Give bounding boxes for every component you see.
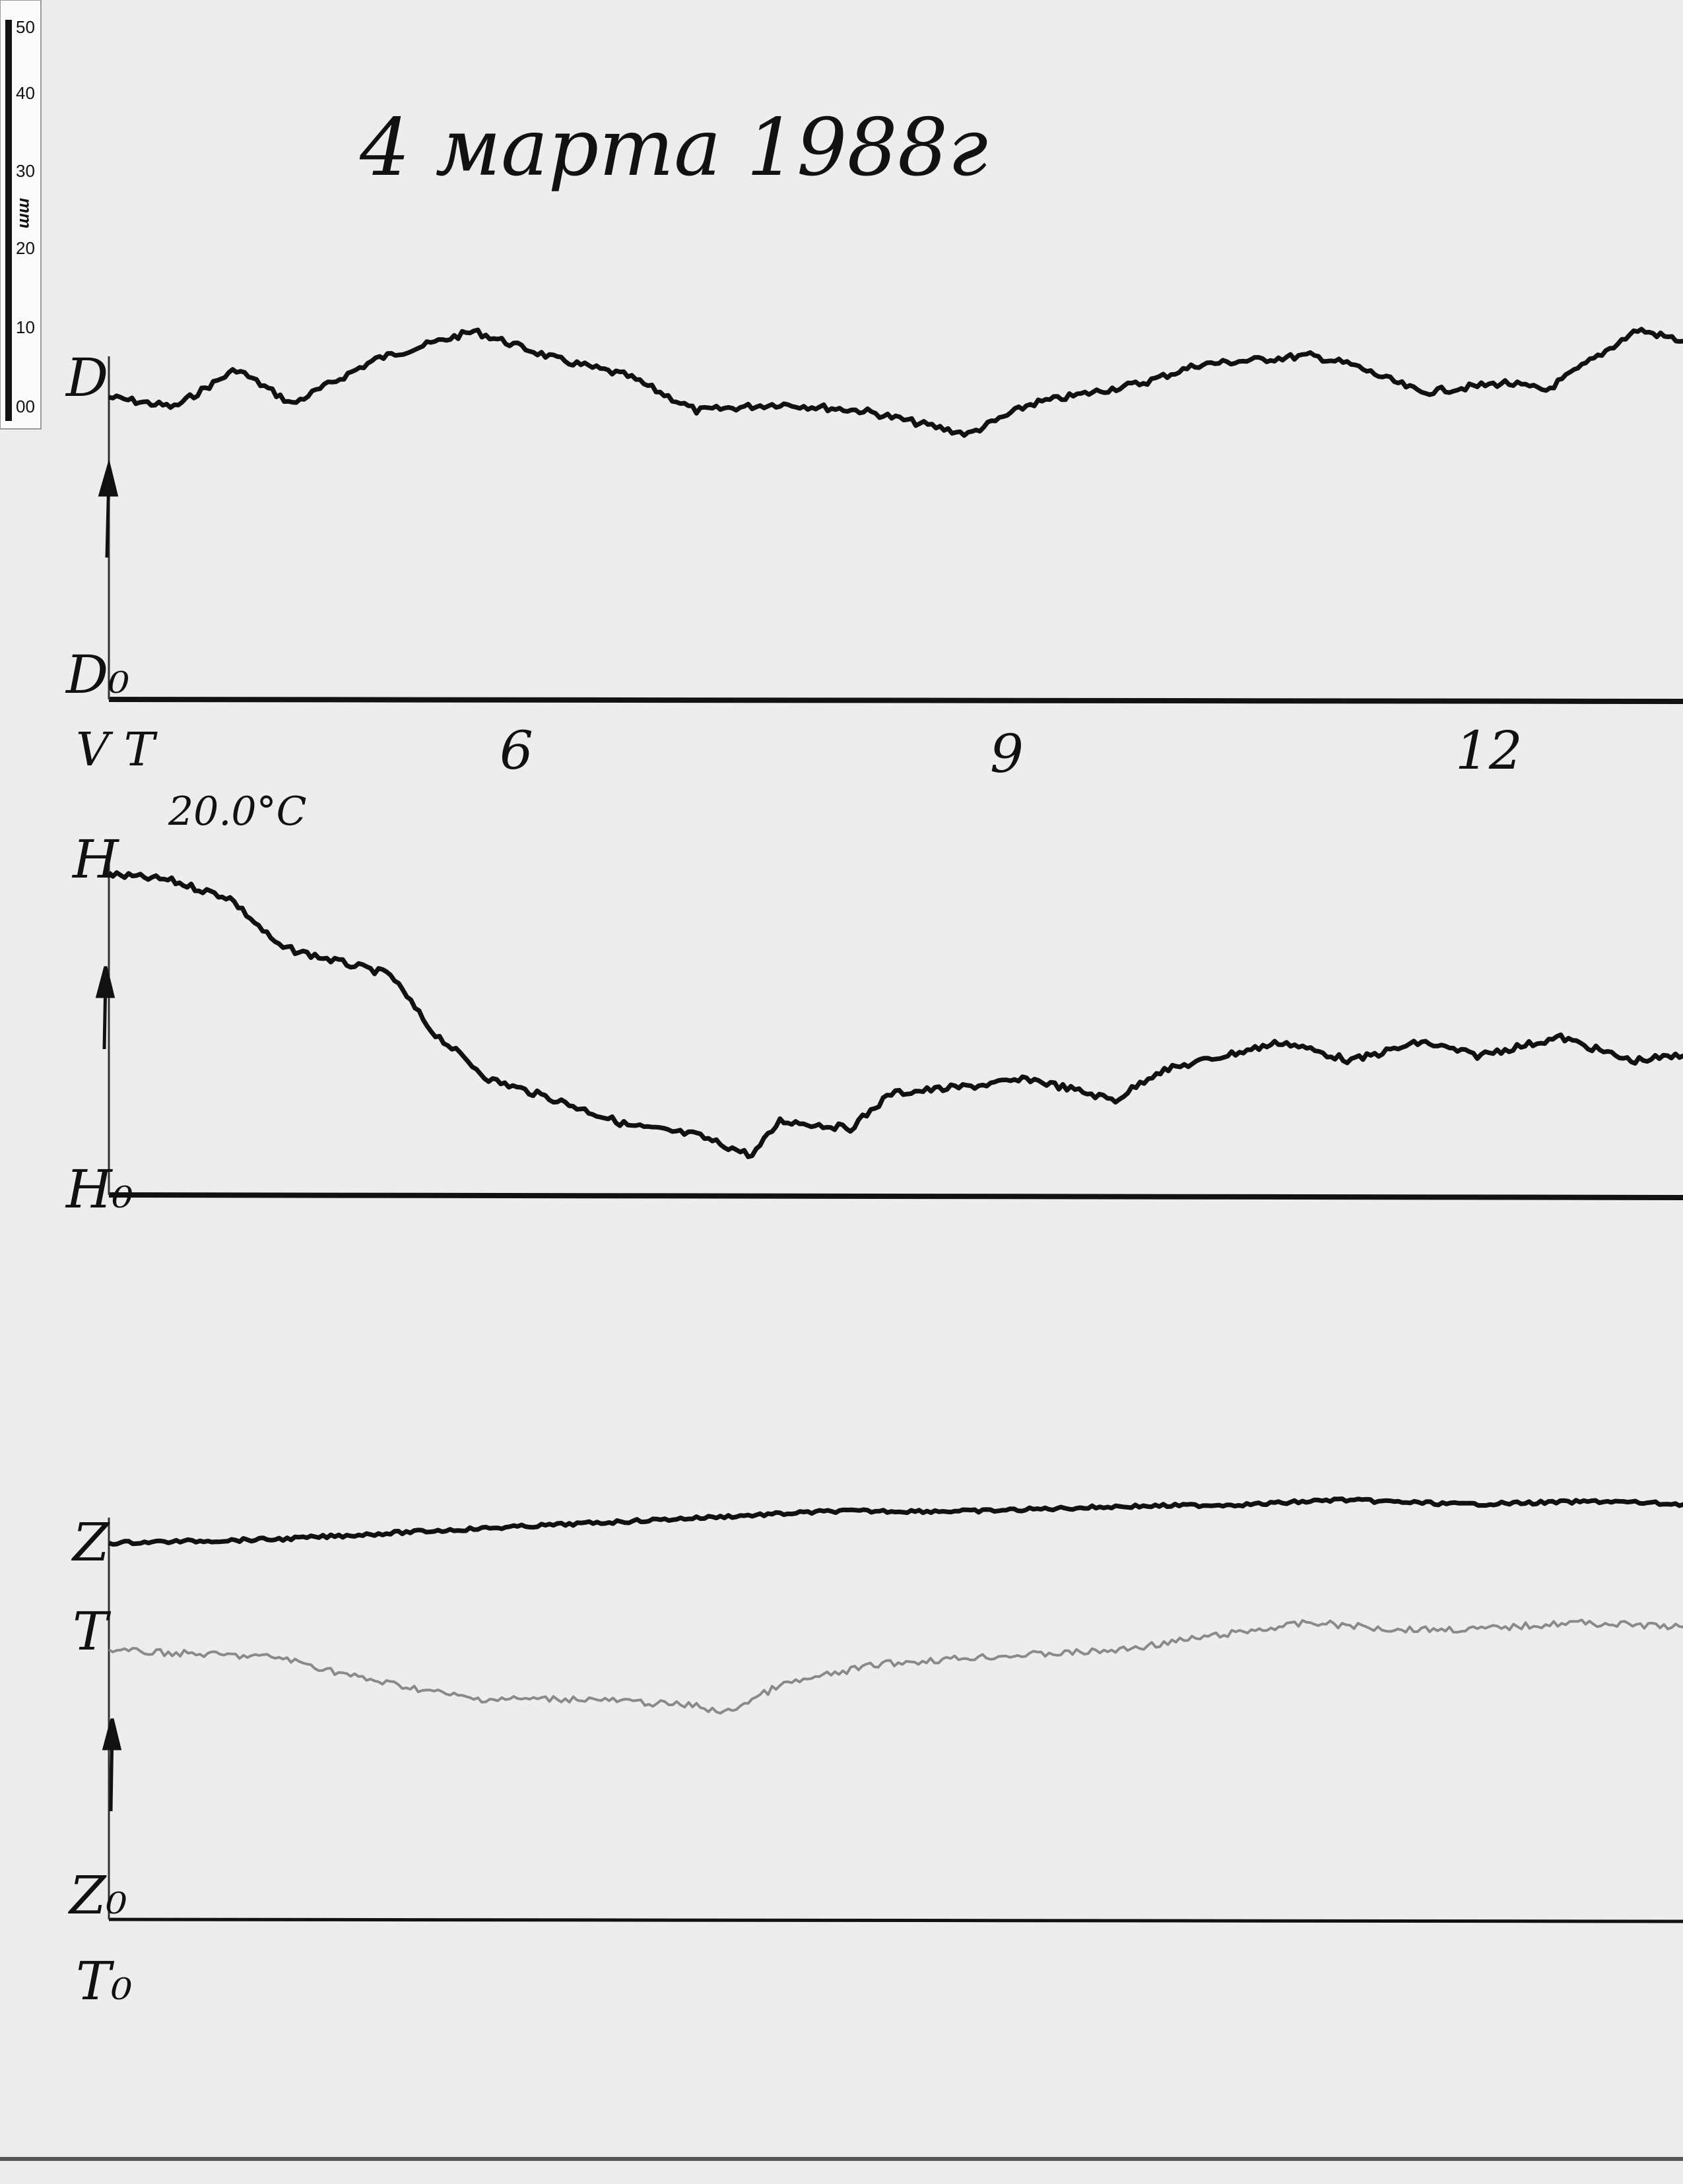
scale-tick-30: 30 [16, 161, 35, 181]
hour-label-9: 9 [990, 723, 1024, 785]
h-label: H [71, 829, 120, 890]
mm-scale-bar: 50 40 30 20 10 00 mm [0, 0, 42, 430]
chart-title: 4 марта 1988г [359, 102, 988, 194]
z-label: Z [71, 1512, 110, 1573]
d0-baseline [108, 697, 1683, 704]
h-trace [107, 870, 1683, 1159]
d-label: D [65, 347, 108, 408]
z0-label: Z₀ [67, 1865, 127, 1926]
scale-unit: mm [16, 198, 36, 228]
hour-label-12: 12 [1455, 720, 1523, 781]
t-label: T [73, 1601, 112, 1662]
d0-label: D₀ [65, 644, 129, 705]
scale-tick-10: 10 [16, 317, 35, 337]
d-arrow-icon [98, 459, 119, 558]
scale-tick-50: 50 [16, 17, 35, 37]
scale-tick-40: 40 [16, 83, 35, 103]
hour-label-6: 6 [500, 720, 533, 781]
scale-tick-00: 00 [16, 397, 35, 416]
h0-label: H₀ [65, 1159, 133, 1220]
traces-group [107, 327, 1683, 1715]
t0-label: T₀ [76, 1950, 132, 2012]
d-trace [108, 327, 1683, 438]
scale-tick-20: 20 [16, 238, 35, 258]
z-trace [108, 1496, 1683, 1547]
temperature-label: 20.0°C [168, 788, 307, 835]
start-mark: V T [76, 723, 158, 777]
z-arrow-icon [102, 1718, 122, 1812]
z0-baseline [108, 1917, 1683, 1923]
t-trace [108, 1619, 1683, 1715]
h-arrow-icon [95, 966, 116, 1050]
h0-baseline [108, 1192, 1683, 1200]
